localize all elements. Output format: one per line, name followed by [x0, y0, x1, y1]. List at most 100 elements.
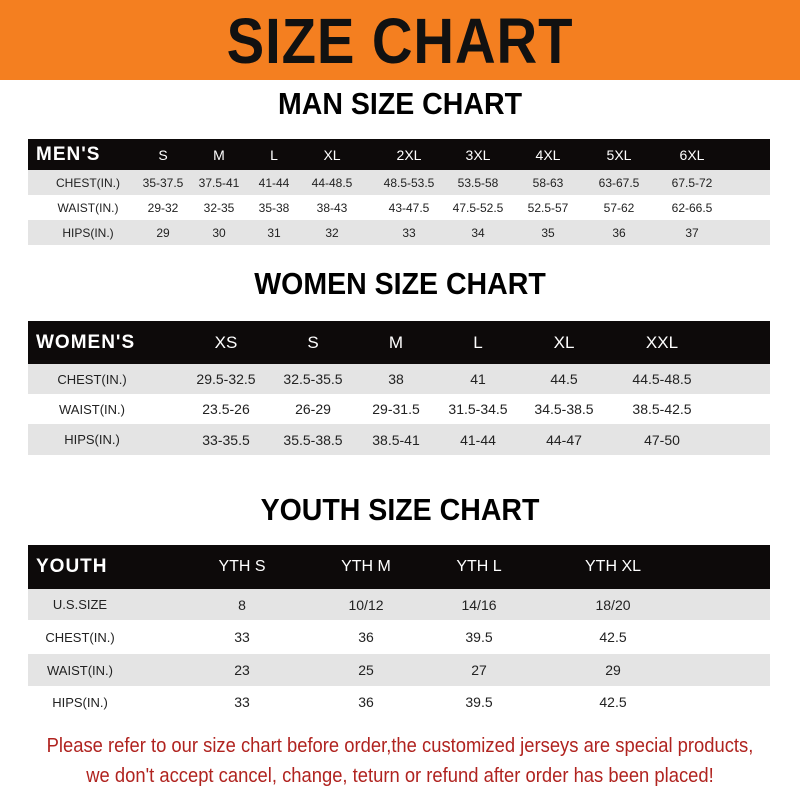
size-value-cell: 29-31.5	[372, 401, 420, 417]
size-header-cell: 2XL	[396, 146, 422, 163]
size-value-cell: 14/16	[461, 596, 497, 613]
size-value-cell: 23	[234, 662, 250, 678]
size-header-cell: M	[213, 146, 225, 163]
size-value-cell: 37	[685, 225, 699, 240]
size-value-cell: 10/12	[348, 596, 384, 613]
size-value-cell: 47.5-52.5	[452, 200, 504, 215]
measure-label: HIPS(IN.)	[64, 432, 120, 447]
size-value-cell: 57-62	[603, 200, 635, 215]
table-heading: MEN'S	[36, 143, 101, 165]
size-value-cell: 29.5-32.5	[196, 371, 256, 387]
size-value-cell: 33	[234, 629, 250, 645]
size-value-cell: 44.5-48.5	[632, 371, 692, 387]
size-header-cell: L	[473, 332, 483, 352]
size-value-cell: 41-44	[460, 431, 496, 448]
size-header-cell: L	[270, 146, 278, 163]
size-value-cell: 29	[156, 225, 170, 240]
size-value-cell: 18/20	[595, 596, 631, 613]
size-value-cell: 53.5-58	[457, 175, 499, 190]
size-value-cell: 27	[471, 662, 487, 678]
size-header-cell: XS	[214, 332, 238, 352]
size-value-cell: 67.5-72	[671, 175, 713, 190]
youth-header-row: YOUTH YTH S YTH M YTH L YTH XL	[28, 545, 770, 589]
size-value-cell: 34	[471, 225, 485, 240]
size-value-cell: 38.5-42.5	[632, 401, 692, 417]
table-row: WAIST(IN.) 29-32 32-35 35-38 38-43 43-47.5 47.…	[28, 195, 770, 220]
size-value-cell: 35.5-38.5	[283, 431, 343, 448]
men-size-table: MEN'S S M L XL 2XL 3XL 4XL 5XL 6XL CHEST(IN.) 35-37…	[28, 139, 770, 245]
size-value-cell: 39.5	[465, 629, 493, 645]
main-title: SIZE CHART	[226, 5, 574, 77]
measure-label: HIPS(IN.)	[52, 694, 108, 710]
size-value-cell: 39.5	[465, 694, 493, 710]
table-row: WAIST(IN.) 23.5-26 26-29 29-31.5 31.5-34.5 34…	[28, 394, 770, 424]
measure-label: CHEST(IN.)	[56, 175, 120, 190]
size-value-cell: 35	[541, 225, 555, 240]
size-value-cell: 32	[325, 225, 339, 240]
table-row: HIPS(IN.) 33 36 39.5 42.5	[28, 686, 770, 718]
size-value-cell: 30	[212, 225, 226, 240]
youth-section-title: YOUTH SIZE CHART	[260, 492, 540, 527]
size-value-cell: 33	[402, 225, 416, 240]
table-row: HIPS(IN.) 33-35.5 35.5-38.5 38.5-41 41-44 44-…	[28, 424, 770, 455]
size-value-cell: 37.5-41	[198, 175, 240, 190]
size-value-cell: 25	[358, 662, 374, 678]
size-header-cell: 5XL	[606, 146, 632, 163]
notice-line-2: we don't accept cancel, change, teturn o…	[86, 765, 714, 787]
size-header-cell: 4XL	[535, 146, 561, 163]
size-value-cell: 31.5-34.5	[448, 401, 508, 417]
size-value-cell: 44-47	[546, 431, 582, 448]
measure-label: HIPS(IN.)	[62, 225, 114, 240]
size-value-cell: 33-35.5	[202, 431, 250, 448]
size-value-cell: 8	[238, 596, 246, 613]
size-header-cell: YTH L	[456, 558, 502, 575]
size-value-cell: 29	[605, 662, 621, 678]
size-value-cell: 36	[612, 225, 626, 240]
size-value-cell: 36	[358, 629, 374, 645]
size-header-cell: S	[307, 332, 319, 352]
measure-label: WAIST(IN.)	[57, 200, 119, 215]
table-row: U.S.SIZE 8 10/12 14/16 18/20	[28, 589, 770, 620]
size-value-cell: 44.5	[550, 371, 578, 387]
size-header-cell: YTH XL	[584, 558, 642, 575]
size-value-cell: 31	[267, 225, 281, 240]
table-row: CHEST(IN.) 29.5-32.5 32.5-35.5 38 41 44.5 44.5…	[28, 364, 770, 394]
size-value-cell: 42.5	[599, 629, 627, 645]
table-heading: YOUTH	[36, 556, 108, 577]
table-row: CHEST(IN.) 33 36 39.5 42.5	[28, 620, 770, 654]
size-value-cell: 26-29	[295, 401, 331, 417]
size-value-cell: 58-63	[532, 175, 564, 190]
size-value-cell: 62-66.5	[671, 200, 713, 215]
size-value-cell: 35-37.5	[142, 175, 184, 190]
size-header-cell: 3XL	[465, 146, 491, 163]
size-value-cell: 38-43	[316, 200, 348, 215]
women-section-title: WOMEN SIZE CHART	[254, 266, 546, 301]
men-header-row: MEN'S S M L XL 2XL 3XL 4XL 5XL 6XL	[28, 139, 770, 170]
size-value-cell: 43-47.5	[388, 200, 430, 215]
size-value-cell: 32-35	[203, 200, 235, 215]
table-row: HIPS(IN.) 29 30 31 32 33 34 35 36 37	[28, 220, 770, 245]
size-header-cell: YTH S	[218, 558, 266, 575]
table-row: CHEST(IN.) 35-37.5 37.5-41 41-44 44-48.5 48.5…	[28, 170, 770, 195]
size-value-cell: 47-50	[644, 431, 680, 448]
size-value-cell: 42.5	[599, 694, 627, 710]
size-header-cell: XL	[323, 146, 341, 163]
size-value-cell: 23.5-26	[202, 401, 250, 417]
size-value-cell: 35-38	[258, 200, 290, 215]
title-banner: SIZE CHART	[0, 0, 800, 80]
notice-line-1: Please refer to our size chart before or…	[46, 735, 754, 757]
size-value-cell: 38	[388, 371, 404, 387]
measure-label: WAIST(IN.)	[47, 662, 113, 678]
measure-label: CHEST(IN.)	[57, 371, 127, 387]
size-value-cell: 34.5-38.5	[534, 401, 594, 417]
size-value-cell: 44-48.5	[311, 175, 353, 190]
size-header-cell: 6XL	[679, 146, 705, 163]
table-heading: WOMEN'S	[36, 331, 136, 353]
women-size-table: WOMEN'S XS S M L XL XXL CHEST(IN.) 29.5-32.5 32.5…	[28, 321, 770, 455]
measure-label: CHEST(IN.)	[45, 629, 115, 645]
size-value-cell: 52.5-57	[527, 200, 569, 215]
women-header-row: WOMEN'S XS S M L XL XXL	[28, 321, 770, 364]
size-value-cell: 29-32	[147, 200, 179, 215]
measure-label: U.S.SIZE	[52, 597, 108, 612]
table-row: WAIST(IN.) 23 25 27 29	[28, 654, 770, 686]
